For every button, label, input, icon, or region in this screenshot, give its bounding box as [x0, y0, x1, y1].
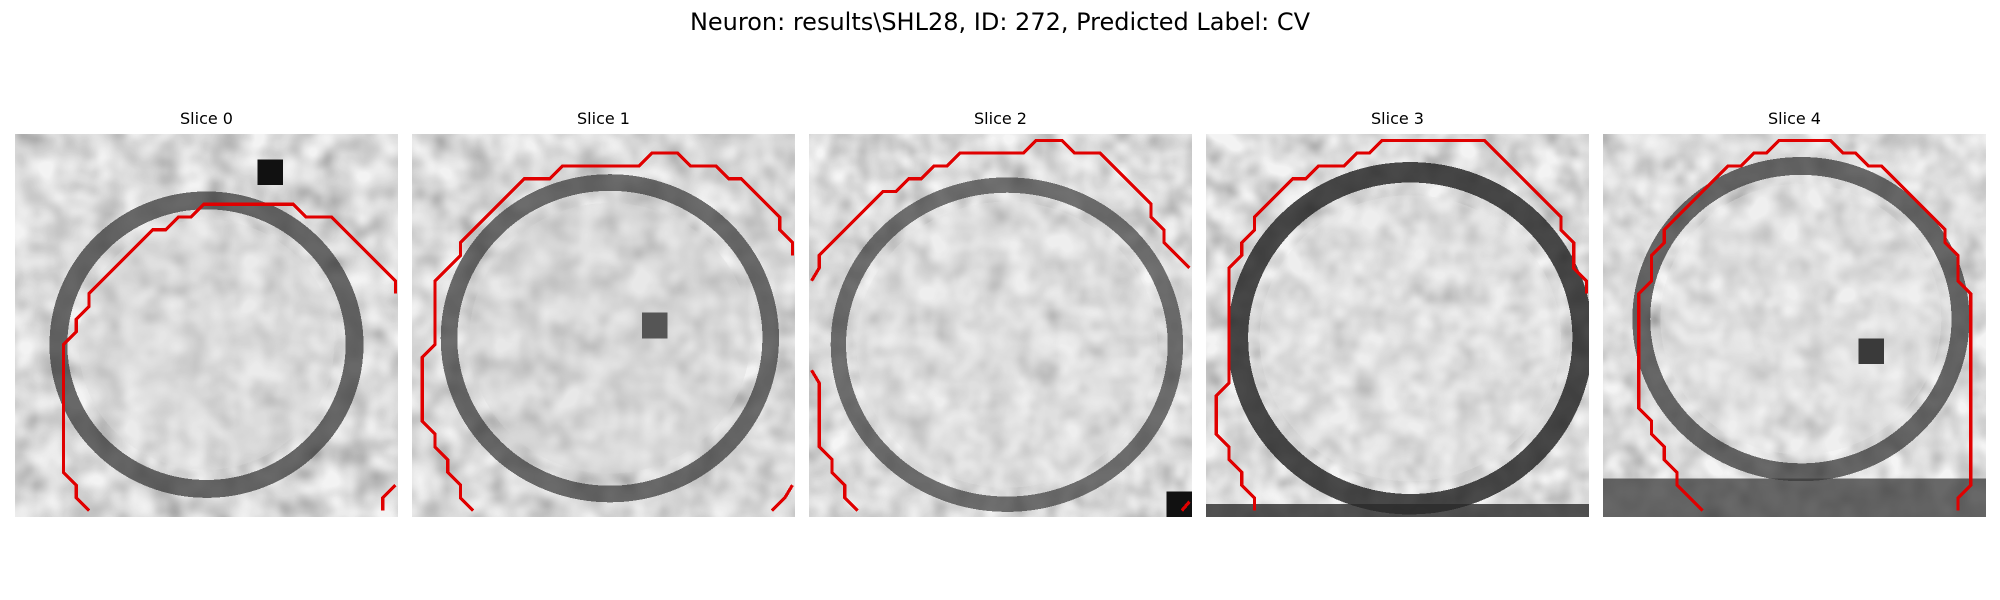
cell-membrane-1	[440, 174, 780, 503]
segmentation-contour-2b	[810, 369, 859, 512]
cell-interior-3	[1259, 195, 1561, 482]
dark-band-4	[1603, 478, 1986, 517]
slice-image-0	[15, 134, 398, 517]
segmentation-contour-0b	[381, 483, 397, 511]
cell-interior-4	[1660, 183, 1942, 455]
slice-image-1	[412, 134, 795, 517]
segmentation-contour-1b	[770, 484, 794, 512]
cell-interior-0	[78, 219, 335, 470]
slice-panel-3: Slice 3	[1206, 108, 1589, 518]
segmentation-contour-4	[1637, 138, 1973, 512]
slice-title-2: Slice 2	[974, 109, 1027, 128]
dark-band-3	[1206, 504, 1589, 517]
cell-interior-2	[856, 201, 1158, 488]
segmentation-contour-3	[1214, 138, 1589, 511]
slice-image-4	[1603, 134, 1986, 517]
dark-spot-4	[1858, 338, 1884, 364]
slice-panel-0: Slice 0	[15, 108, 398, 518]
segmentation-contour-2c	[1180, 500, 1191, 512]
slice-title-3: Slice 3	[1371, 109, 1424, 128]
dark-spot-0	[257, 159, 284, 186]
slice-image-3	[1206, 134, 1589, 517]
slice-panel-4: Slice 4	[1603, 108, 1986, 518]
segmentation-contour-0	[61, 202, 398, 512]
cell-membrane-2	[830, 177, 1184, 512]
dark-spot-1	[641, 312, 668, 339]
cell-interior-1	[469, 202, 751, 474]
figure-title: Neuron: results\SHL28, ID: 272, Predicte…	[689, 8, 1311, 36]
slice-texture-1	[412, 134, 795, 517]
slice-panel-2: Slice 2	[809, 108, 1192, 518]
slice-texture-4	[1603, 134, 1986, 517]
cell-membrane-0	[49, 191, 364, 498]
slice-panel-1: Slice 1	[412, 108, 795, 518]
segmentation-contour-2	[810, 138, 1191, 282]
slice-title-4: Slice 4	[1768, 109, 1821, 128]
cell-membrane-4	[1632, 156, 1970, 482]
slice-title-0: Slice 0	[180, 109, 233, 128]
slice-title-1: Slice 1	[577, 109, 630, 128]
slice-image-2	[809, 134, 1192, 517]
segmentation-contour-1	[420, 151, 795, 512]
